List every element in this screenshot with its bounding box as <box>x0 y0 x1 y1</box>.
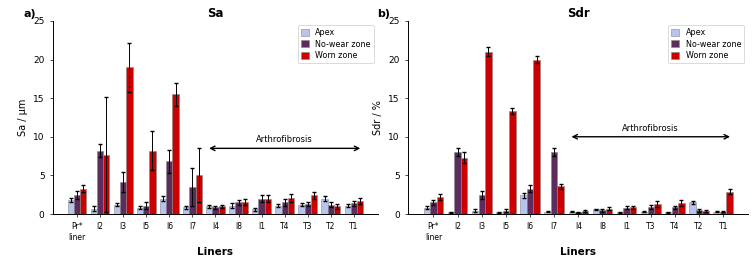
Y-axis label: Sa / μm: Sa / μm <box>17 99 27 136</box>
Text: Arthrofibrosis: Arthrofibrosis <box>256 135 313 145</box>
Bar <box>600 210 606 214</box>
Bar <box>665 212 671 214</box>
Bar <box>275 205 281 214</box>
Bar <box>630 207 637 214</box>
Bar <box>183 207 189 214</box>
Bar <box>166 162 172 214</box>
Bar <box>569 212 575 214</box>
Bar <box>527 188 533 214</box>
Bar <box>503 211 510 214</box>
Bar <box>68 200 74 214</box>
Bar <box>311 195 317 214</box>
Bar <box>430 203 437 214</box>
Bar <box>647 207 654 214</box>
Bar <box>581 211 588 214</box>
Bar <box>624 208 630 214</box>
Bar <box>520 195 527 214</box>
Bar <box>496 212 503 214</box>
Y-axis label: Sdr / %: Sdr / % <box>373 100 383 135</box>
Text: Arthrofibrosis: Arthrofibrosis <box>622 124 679 133</box>
Bar <box>229 205 235 214</box>
X-axis label: Liners: Liners <box>197 247 234 257</box>
Title: Sdr: Sdr <box>567 7 590 20</box>
Bar <box>104 155 110 214</box>
Bar <box>551 152 557 214</box>
Bar <box>137 208 143 214</box>
Bar <box>265 199 271 214</box>
Text: a): a) <box>23 9 36 19</box>
Bar <box>321 199 327 214</box>
Bar <box>575 212 581 214</box>
Bar <box>454 152 461 214</box>
Bar <box>671 207 678 214</box>
Bar <box>345 205 351 214</box>
Bar <box>91 209 97 214</box>
Bar <box>510 111 516 214</box>
Bar <box>172 94 178 214</box>
Bar <box>641 212 647 214</box>
Bar <box>678 203 685 214</box>
Bar <box>242 202 248 214</box>
Bar <box>334 206 340 214</box>
Bar <box>357 201 363 214</box>
Bar <box>533 60 540 214</box>
Bar <box>126 67 132 214</box>
Bar <box>74 195 80 214</box>
Bar <box>259 199 265 214</box>
Bar <box>196 175 202 214</box>
Bar <box>593 209 600 214</box>
Bar <box>727 192 733 214</box>
Bar <box>327 205 334 214</box>
Bar <box>720 212 727 214</box>
Legend: Apex, No-wear zone, Worn zone: Apex, No-wear zone, Worn zone <box>298 25 374 63</box>
Bar <box>617 212 624 214</box>
Legend: Apex, No-wear zone, Worn zone: Apex, No-wear zone, Worn zone <box>668 25 745 63</box>
Bar <box>696 210 702 214</box>
X-axis label: Liners: Liners <box>560 247 596 257</box>
Bar <box>606 209 612 214</box>
Bar <box>461 158 467 214</box>
Bar <box>654 204 661 214</box>
Bar <box>212 207 218 214</box>
Bar <box>206 206 212 214</box>
Bar <box>114 205 120 214</box>
Bar <box>150 151 156 214</box>
Bar <box>218 206 225 214</box>
Bar <box>689 203 696 214</box>
Title: Sa: Sa <box>207 7 224 20</box>
Text: b): b) <box>378 9 391 19</box>
Bar <box>557 186 564 214</box>
Bar <box>485 52 491 214</box>
Bar <box>305 204 311 214</box>
Bar <box>472 211 479 214</box>
Bar <box>97 151 104 214</box>
Bar <box>120 182 126 214</box>
Bar <box>281 203 288 214</box>
Bar <box>714 212 720 214</box>
Bar <box>351 203 357 214</box>
Bar <box>253 209 259 214</box>
Bar <box>423 208 430 214</box>
Bar <box>299 205 305 214</box>
Bar <box>80 188 86 214</box>
Bar <box>702 211 709 214</box>
Bar <box>143 205 150 214</box>
Bar <box>189 187 196 214</box>
Bar <box>160 199 166 214</box>
Bar <box>479 195 485 214</box>
Bar <box>437 197 443 214</box>
Bar <box>288 198 294 214</box>
Bar <box>544 212 551 214</box>
Bar <box>235 203 242 214</box>
Bar <box>448 212 454 214</box>
